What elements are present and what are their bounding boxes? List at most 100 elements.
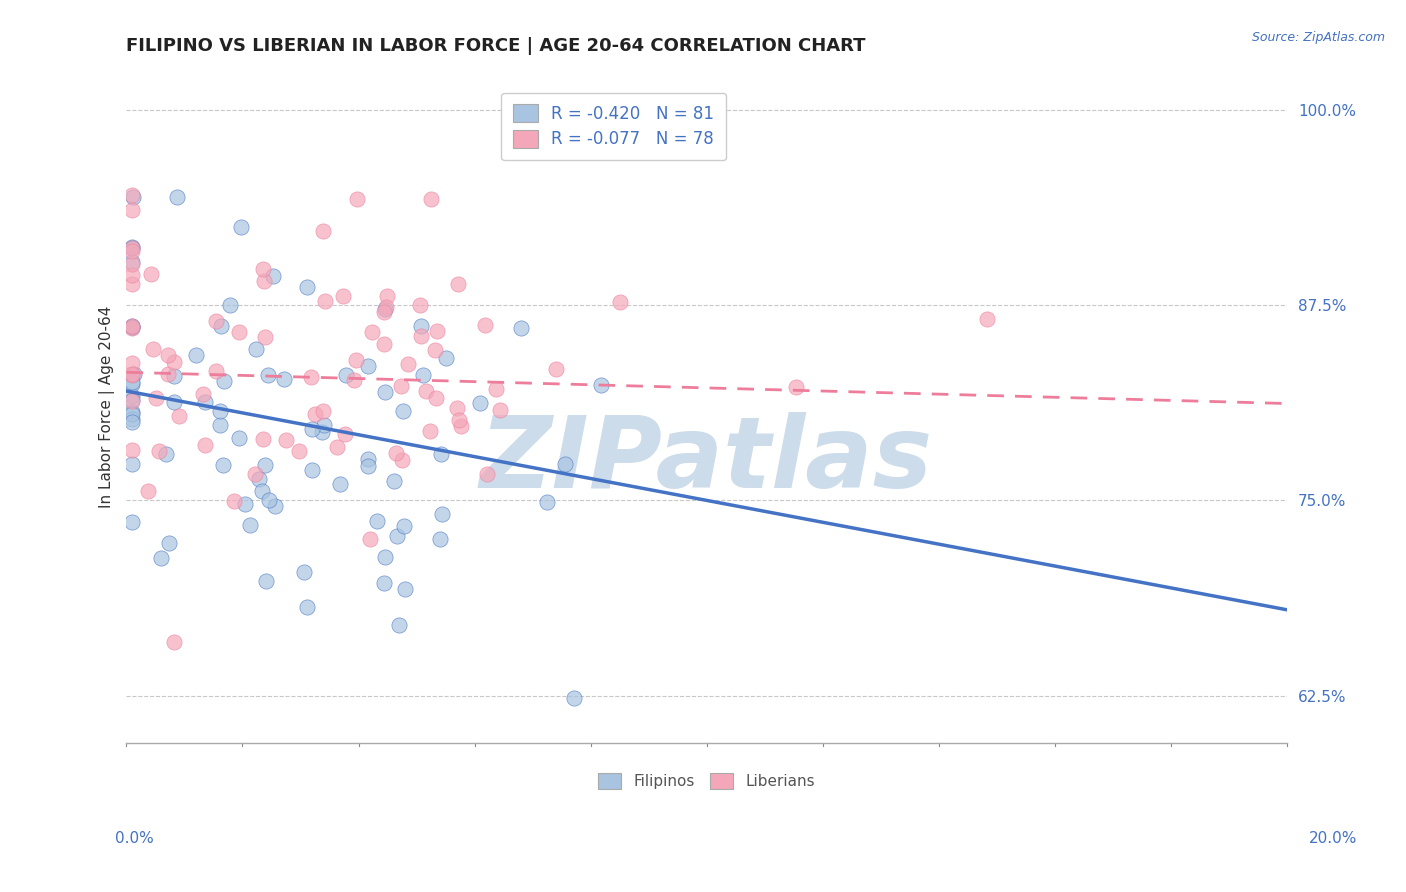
Point (252, 432, 274, 446)
Point (357, 458, 380, 473)
Point (121, 241, 143, 255)
Point (546, 362, 568, 376)
Point (121, 515, 143, 529)
Point (392, 403, 415, 417)
Point (536, 495, 558, 509)
Point (554, 457, 576, 471)
Point (419, 424, 441, 438)
Point (228, 431, 250, 445)
Point (121, 356, 143, 370)
Point (301, 463, 323, 477)
Point (409, 298, 432, 312)
Point (312, 403, 335, 417)
Point (391, 453, 413, 467)
Point (292, 565, 315, 579)
Point (374, 550, 396, 565)
Point (121, 318, 143, 333)
Point (205, 314, 228, 328)
Point (121, 241, 143, 255)
Point (357, 359, 380, 373)
Point (121, 375, 143, 389)
Point (209, 417, 232, 432)
Point (209, 318, 232, 333)
Point (136, 483, 159, 498)
Point (394, 582, 416, 596)
Point (139, 267, 162, 281)
Point (976, 312, 998, 326)
Point (335, 426, 357, 441)
Point (429, 447, 451, 461)
Point (148, 443, 170, 458)
Point (231, 219, 253, 234)
Point (253, 274, 276, 288)
Point (121, 240, 143, 254)
Point (121, 368, 143, 382)
Point (346, 192, 368, 206)
Point (288, 443, 311, 458)
Point (411, 319, 433, 334)
Point (374, 384, 396, 399)
Point (121, 442, 143, 457)
Point (121, 244, 143, 259)
Point (357, 451, 380, 466)
Point (156, 367, 179, 381)
Point (121, 319, 143, 334)
Point (785, 379, 807, 393)
Point (233, 497, 256, 511)
Point (212, 458, 235, 472)
Point (304, 408, 326, 422)
Point (485, 382, 508, 396)
Point (191, 387, 214, 401)
Point (447, 413, 470, 427)
Point (297, 600, 319, 615)
Point (253, 330, 276, 344)
Point (591, 378, 613, 392)
Point (122, 190, 145, 204)
Point (121, 407, 143, 421)
Point (142, 342, 165, 356)
Point (121, 320, 143, 334)
Point (388, 618, 411, 632)
Point (245, 342, 267, 356)
Point (243, 467, 266, 481)
Point (475, 467, 498, 482)
Point (205, 364, 228, 378)
Point (194, 438, 217, 452)
Legend: Filipinos, Liberians: Filipinos, Liberians (592, 766, 821, 796)
Point (564, 690, 586, 705)
Point (419, 192, 441, 206)
Point (312, 224, 335, 238)
Point (382, 475, 405, 489)
Point (194, 395, 217, 409)
Point (332, 288, 354, 302)
Point (262, 269, 284, 284)
Point (411, 329, 433, 343)
Point (366, 514, 388, 528)
Point (145, 391, 167, 405)
Point (254, 574, 277, 588)
Point (121, 376, 143, 391)
Point (121, 202, 143, 217)
Point (121, 389, 143, 403)
Point (163, 395, 186, 409)
Point (373, 305, 395, 319)
Point (273, 372, 295, 386)
Point (373, 576, 395, 591)
Point (396, 357, 419, 371)
Point (429, 532, 451, 546)
Point (156, 348, 179, 362)
Point (314, 294, 336, 309)
Point (121, 320, 143, 334)
Text: Source: ZipAtlas.com: Source: ZipAtlas.com (1251, 31, 1385, 45)
Point (121, 277, 143, 292)
Point (239, 518, 262, 533)
Point (264, 499, 287, 513)
Point (297, 280, 319, 294)
Point (375, 300, 398, 314)
Point (257, 493, 280, 508)
Point (434, 351, 457, 366)
Point (423, 343, 446, 357)
Point (425, 391, 447, 405)
Point (247, 472, 270, 486)
Point (329, 477, 352, 491)
